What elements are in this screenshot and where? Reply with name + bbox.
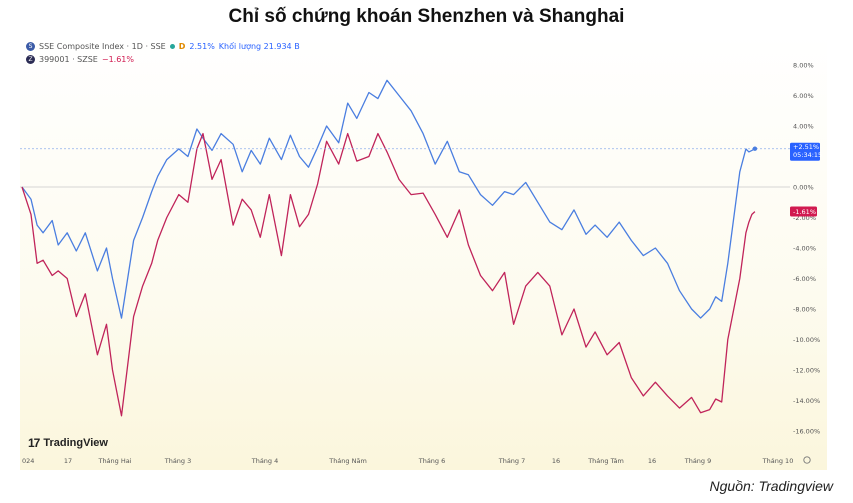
x-tick-label: Tháng Năm [328, 457, 367, 465]
y-tick-label: -16.00% [793, 428, 820, 436]
legend-sse[interactable]: S SSE Composite Index · 1D · SSE D 2.51%… [26, 42, 300, 51]
x-tick-label: Tháng 4 [251, 457, 279, 465]
sse-symbol-icon: S [26, 42, 35, 51]
source-note: Nguồn: Tradingview [709, 478, 833, 494]
x-tick-label: 16 [648, 457, 656, 465]
x-tick-label: Tháng 6 [418, 457, 446, 465]
szse-last-value-text: -1.61% [793, 208, 816, 216]
y-tick-label: -12.00% [793, 367, 820, 375]
y-tick-label: -6.00% [793, 275, 816, 283]
legend-sse-volume: Khối lượng 21.934 B [218, 42, 300, 51]
x-tick-label: Tháng 3 [164, 457, 192, 465]
sse-last-value-tag [790, 142, 820, 161]
x-tick-label: 024 [22, 457, 34, 465]
y-tick-label: -4.00% [793, 245, 816, 253]
x-tick-label: Tháng 10 [762, 457, 794, 465]
szse-symbol-icon: Z [26, 55, 35, 64]
legend-sse-badge: D [178, 42, 186, 51]
y-tick-label: -14.00% [793, 397, 820, 405]
sse-last-value-text: +2.51% [793, 143, 819, 151]
y-tick-label: 0.00% [793, 184, 814, 192]
y-tick-label: 4.00% [793, 123, 814, 131]
y-tick-label: 8.00% [793, 62, 814, 70]
x-tick-label: Tháng Hai [97, 457, 131, 465]
szse-series-line [21, 132, 756, 417]
legend-szse[interactable]: Z 399001 · SZSE −1.61% [26, 55, 134, 64]
x-tick-label: 16 [552, 457, 560, 465]
tradingview-wordmark: TradingView [43, 437, 108, 449]
szse-last-value-tag [790, 206, 817, 217]
sse-series-line [21, 79, 756, 319]
sse-last-time-text: 05:34:15 [793, 151, 822, 159]
market-status-dot-icon [169, 44, 175, 49]
tradingview-logo: 17 TradingView [28, 436, 108, 450]
y-tick-label: 6.00% [793, 92, 814, 100]
chart-title: Chỉ số chứng khoán Shenzhen và Shanghai [228, 6, 625, 27]
tradingview-mark-icon: 17 [28, 436, 40, 450]
legend-szse-change: −1.61% [101, 55, 134, 64]
x-tick-label: Tháng 7 [498, 457, 526, 465]
legend-sse-symbol: SSE Composite Index · 1D · SSE [39, 42, 166, 51]
y-tick-label: -10.00% [793, 336, 820, 344]
x-tick-label: Tháng 9 [684, 457, 712, 465]
y-tick-label: -2.00% [793, 214, 816, 222]
legend-sse-change: 2.51% [189, 42, 215, 51]
axis-settings-icon [803, 456, 811, 464]
sse-last-point [752, 146, 758, 151]
legend-szse-symbol: 399001 · SZSE [39, 55, 98, 64]
x-tick-label: 17 [64, 457, 72, 465]
x-tick-label: Tháng Tám [587, 457, 624, 465]
y-tick-label: -8.00% [793, 306, 816, 314]
